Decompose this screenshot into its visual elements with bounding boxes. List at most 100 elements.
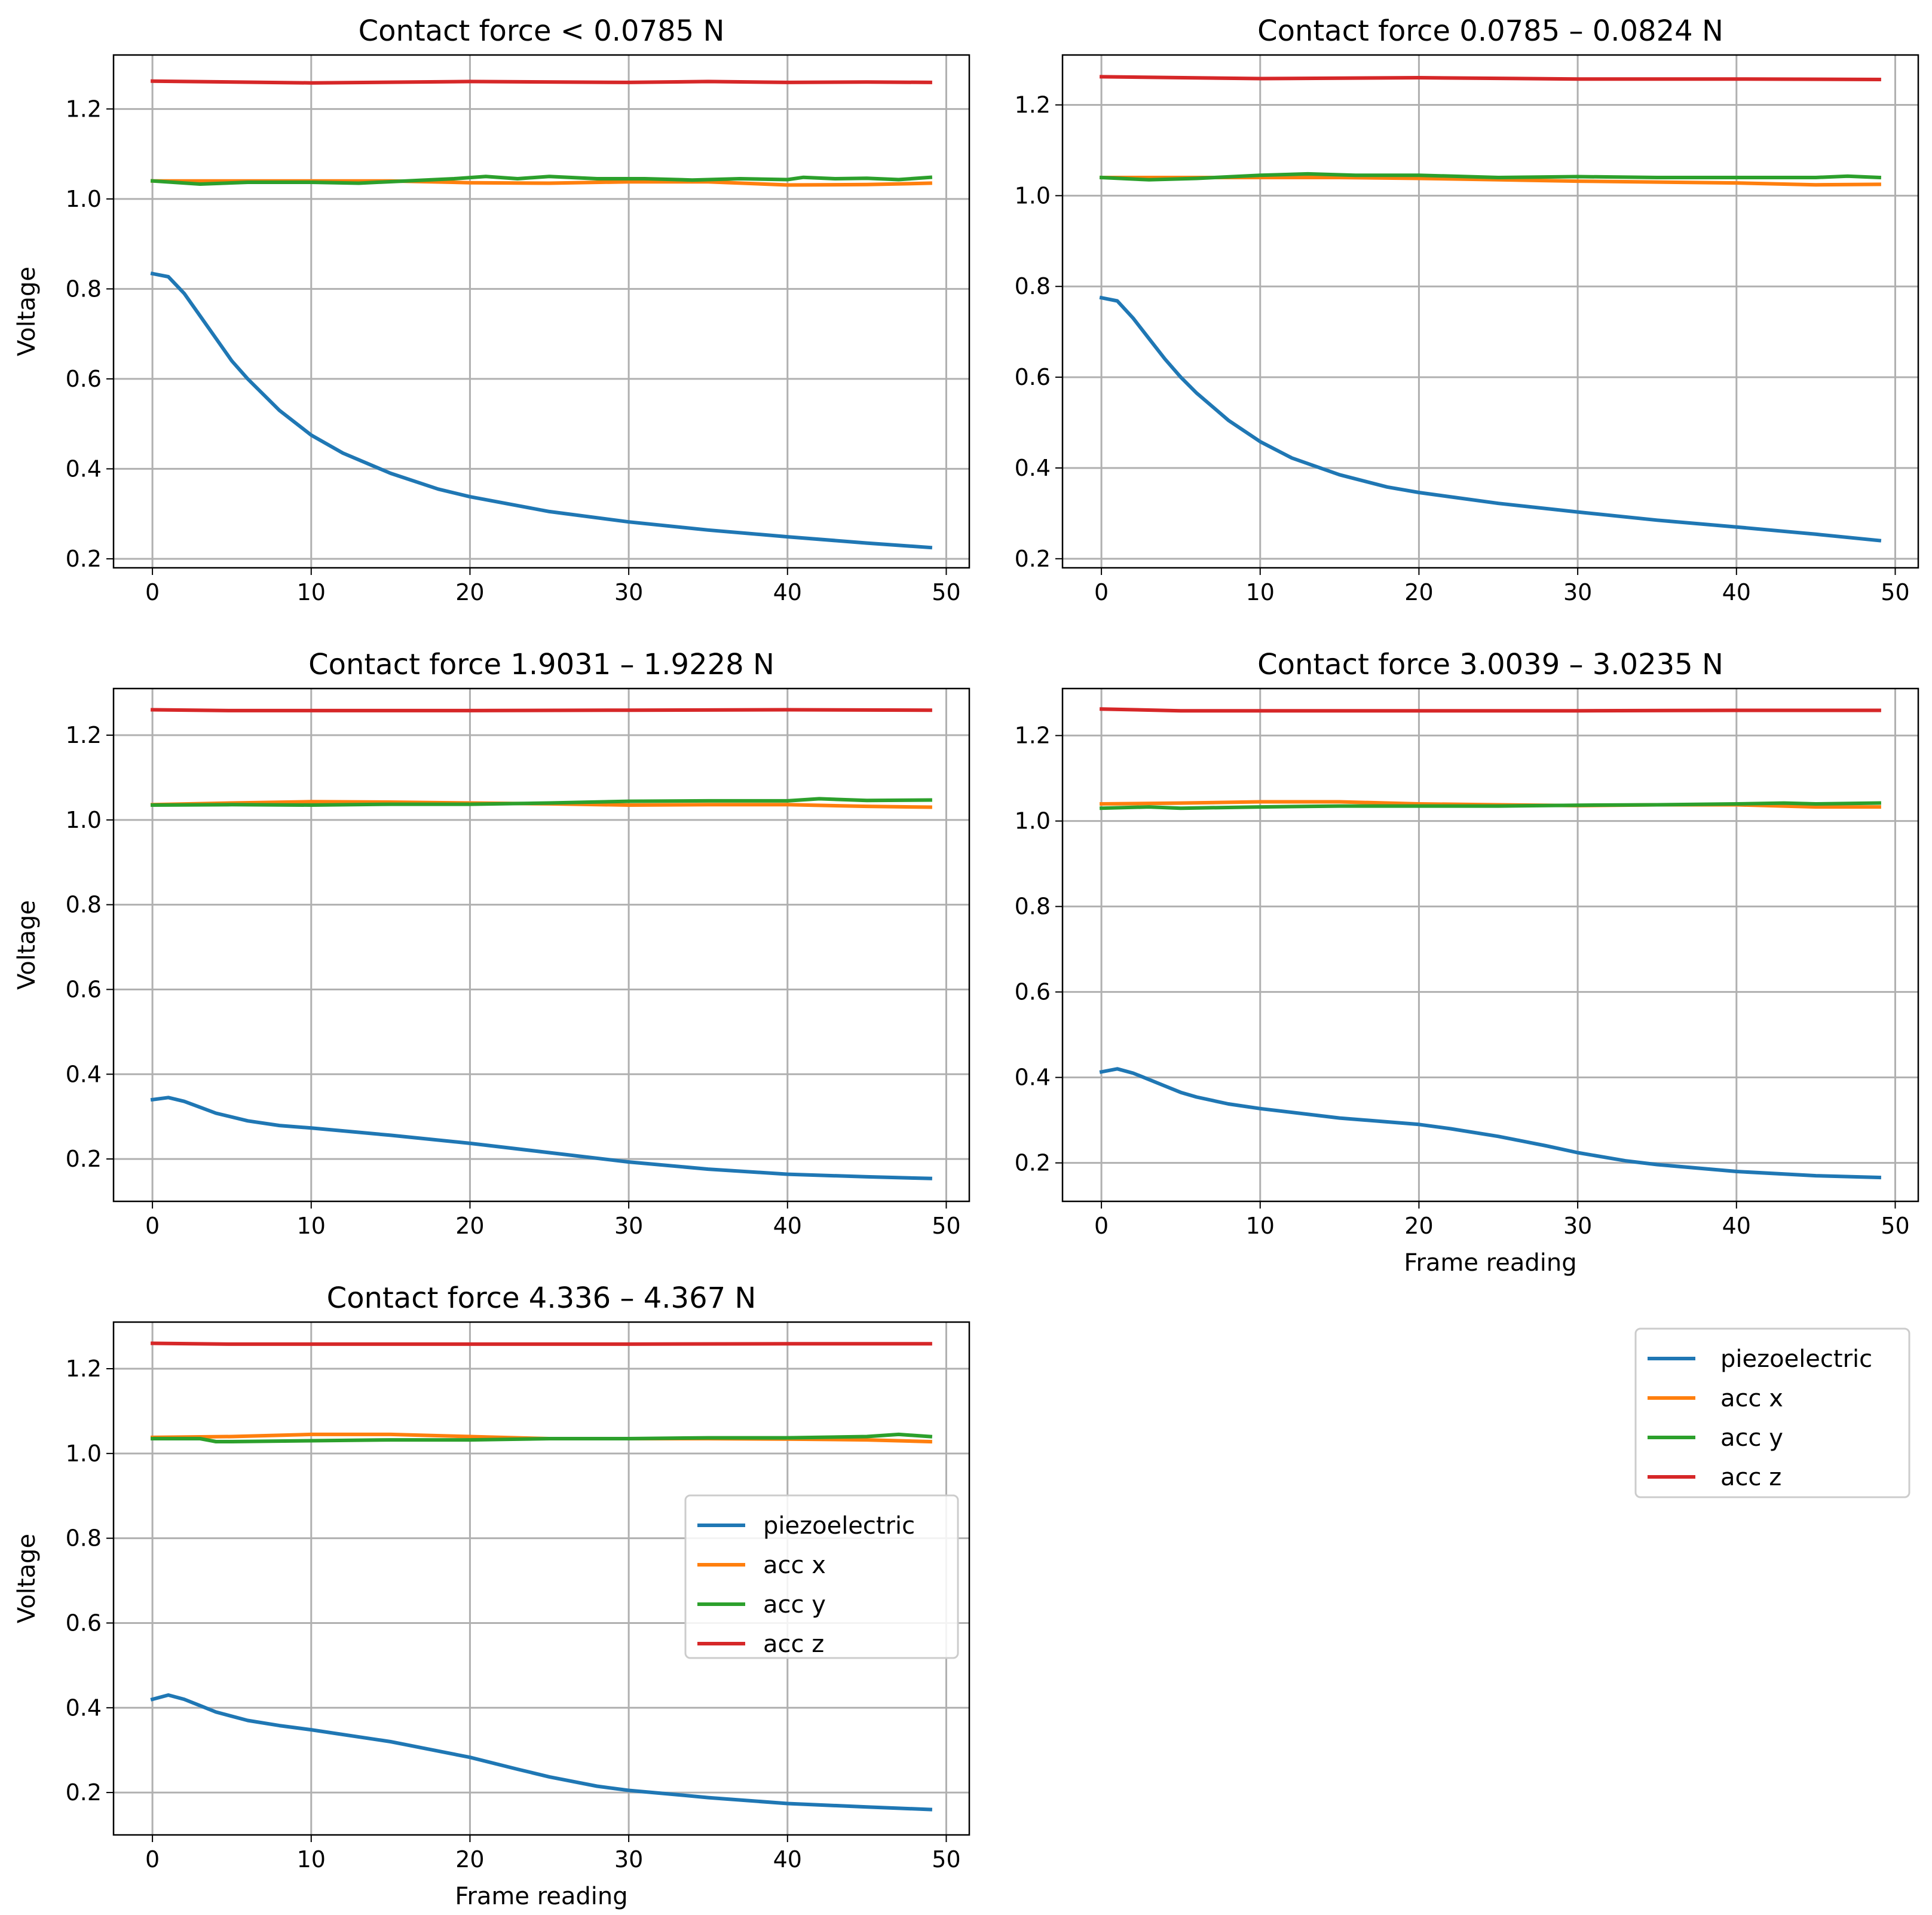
y-tick-label: 1.2 [66, 722, 102, 748]
legend-label: piezoelectric [763, 1512, 915, 1540]
subplot-title: Contact force 1.9031 – 1.9228 N [308, 648, 774, 681]
y-tick-label: 0.6 [66, 976, 102, 1002]
y-tick-label: 0.6 [1015, 979, 1051, 1005]
series-line-piezoelectric [150, 271, 933, 550]
x-tick-label: 10 [297, 579, 326, 605]
x-tick-label: 30 [1563, 579, 1592, 605]
x-tick-label: 40 [773, 1846, 802, 1873]
axes-frame [112, 54, 970, 569]
y-tick-label: 1.2 [66, 1356, 102, 1382]
y-tick-label: 0.8 [1015, 273, 1051, 299]
axes-frame [112, 1321, 970, 1836]
x-tick-label: 40 [773, 579, 802, 605]
x-tick-label: 20 [455, 1846, 484, 1873]
x-tick-label: 50 [1881, 1213, 1909, 1239]
y-tick-label: 0.2 [66, 546, 102, 572]
x-tick-label: 0 [145, 579, 160, 605]
x-tick-label: 20 [455, 1213, 484, 1239]
x-tick-label: 10 [297, 1846, 326, 1873]
x-tick-label: 10 [1246, 579, 1275, 605]
figure-legend-label: acc x [1720, 1385, 1783, 1412]
x-axis-label: Frame reading [1404, 1249, 1576, 1277]
legend: piezoelectric acc x acc y acc z [684, 1494, 959, 1659]
series-line-acc-y [1100, 801, 1881, 810]
subplot-1: 0 10 20 30 40 50 0.2 0.4 0.6 0.8 1.0 1.2 Contact for… [13, 14, 970, 605]
series-line-piezoelectric [150, 1693, 933, 1812]
y-tick-label: 0.8 [66, 1525, 102, 1552]
series-line-acc-y [151, 797, 932, 807]
axes-frame [112, 687, 970, 1203]
subplot-title: Contact force 3.0039 – 3.0235 N [1257, 648, 1723, 681]
figure-legend: piezoelectric acc x acc y acc z [1634, 1327, 1910, 1498]
x-tick-label: 50 [932, 1846, 960, 1873]
axes-frame [1061, 687, 1919, 1203]
subplot-title: Contact force 0.0785 – 0.0824 N [1257, 14, 1723, 48]
subplot-4: 0 10 20 30 40 50 0.2 0.4 0.6 0.8 1.0 1.2 Contact for… [1015, 648, 1919, 1277]
y-tick-label: 0.2 [1015, 546, 1051, 572]
y-tick-label: 1.0 [66, 1440, 102, 1467]
y-tick-label: 0.2 [66, 1779, 102, 1806]
series-line-acc-y [150, 175, 933, 186]
x-tick-label: 30 [614, 1846, 643, 1873]
x-tick-label: 30 [1563, 1213, 1592, 1239]
y-axis-label: Voltage [13, 900, 41, 990]
y-tick-label: 0.8 [1015, 894, 1051, 920]
y-axis-label: Voltage [13, 267, 41, 356]
series-line-piezoelectric [150, 1096, 932, 1180]
y-tick-label: 0.4 [1015, 455, 1051, 481]
x-tick-label: 30 [614, 579, 643, 605]
y-tick-label: 0.2 [1015, 1150, 1051, 1176]
legend-label: acc x [763, 1552, 826, 1579]
y-tick-label: 0.6 [1015, 364, 1051, 390]
x-tick-label: 40 [1722, 1213, 1751, 1239]
series-line-acc-z [151, 708, 932, 712]
legend-box [684, 1494, 959, 1659]
y-tick-label: 0.8 [66, 276, 102, 302]
x-tick-label: 0 [145, 1846, 160, 1873]
x-tick-label: 0 [1094, 1213, 1109, 1239]
series-line-acc-y [1099, 172, 1882, 182]
x-tick-label: 30 [614, 1213, 643, 1239]
y-tick-label: 1.0 [1015, 182, 1051, 209]
y-tick-label: 0.8 [66, 892, 102, 918]
y-tick-label: 1.0 [66, 186, 102, 212]
x-tick-label: 50 [932, 579, 960, 605]
y-tick-label: 1.2 [1015, 92, 1051, 118]
x-tick-label: 20 [455, 579, 484, 605]
x-tick-label: 40 [773, 1213, 802, 1239]
y-tick-label: 0.4 [66, 1694, 102, 1721]
legend-label: acc z [763, 1630, 824, 1658]
x-tick-label: 20 [1404, 579, 1433, 605]
x-tick-label: 50 [1881, 579, 1909, 605]
legend-label: acc y [763, 1591, 826, 1619]
subplot-2: 0 10 20 30 40 50 0.2 0.4 0.6 0.8 1.0 1.2 Contact for… [1015, 14, 1919, 605]
x-tick-label: 50 [932, 1213, 960, 1239]
x-tick-label: 40 [1722, 579, 1751, 605]
y-tick-label: 1.0 [1015, 808, 1051, 834]
x-tick-label: 0 [1094, 579, 1109, 605]
series-line-acc-z [1100, 75, 1881, 82]
subplot-3: 0 10 20 30 40 50 0.2 0.4 0.6 0.8 1.0 1.2 Contact for… [13, 648, 970, 1239]
series-line-piezoelectric [1099, 1067, 1881, 1180]
x-axis-label: Frame reading [455, 1883, 627, 1910]
figure-legend-label: piezoelectric [1720, 1345, 1872, 1373]
series-line-acc-y [151, 1432, 933, 1443]
subplot-title: Contact force < 0.0785 N [359, 14, 725, 48]
x-tick-label: 20 [1404, 1213, 1433, 1239]
y-tick-label: 1.2 [1015, 723, 1051, 749]
subplot-grid: 0 10 20 30 40 50 0.2 0.4 0.6 0.8 1.0 1.2 Contact for… [13, 14, 1919, 1910]
axes-frame [1061, 54, 1919, 569]
series-line-acc-z [151, 79, 932, 85]
figure-legend-label: acc z [1720, 1464, 1781, 1491]
x-tick-label: 10 [297, 1213, 326, 1239]
y-tick-label: 0.6 [66, 366, 102, 392]
subplot-5: 0 10 20 30 40 50 0.2 0.4 0.6 0.8 1.0 1.2 Contact for… [13, 1281, 970, 1910]
y-tick-label: 0.4 [66, 1061, 102, 1087]
y-tick-label: 1.2 [66, 96, 102, 122]
y-tick-label: 0.4 [66, 455, 102, 482]
y-tick-label: 0.4 [1015, 1064, 1051, 1091]
x-tick-label: 0 [145, 1213, 160, 1239]
y-tick-label: 0.6 [66, 1610, 102, 1636]
figure-legend-box [1634, 1327, 1910, 1498]
series-line-acc-z [1100, 707, 1881, 713]
